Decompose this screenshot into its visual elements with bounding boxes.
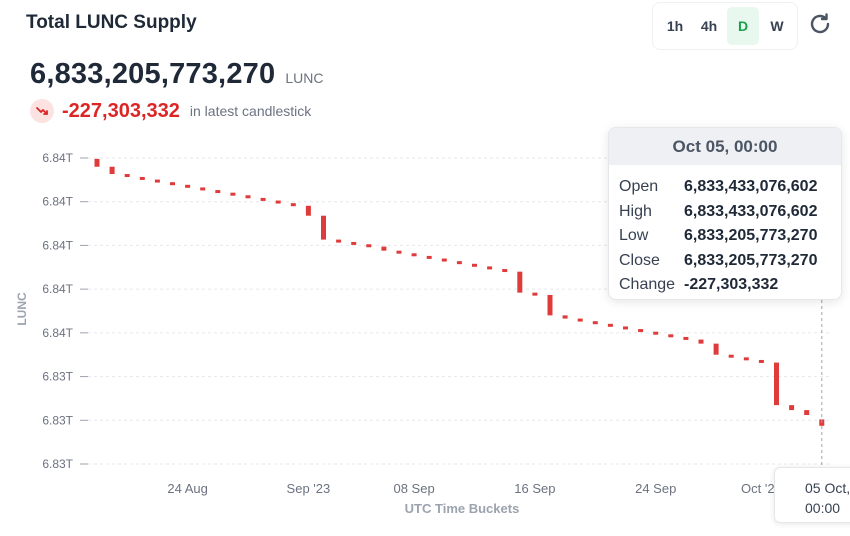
tooltip-row-low: Low 6,833,205,773,270 [619,224,841,249]
candle[interactable] [472,263,477,267]
supply-unit: LUNC [285,70,324,86]
candle[interactable] [381,246,387,251]
candle[interactable] [94,158,100,167]
candle[interactable] [411,253,417,257]
candle[interactable] [758,359,764,363]
trend-down-icon [30,99,54,123]
x-axis-label: UTC Time Buckets [405,501,520,516]
latest-change-value: -227,303,332 [62,99,180,122]
candle[interactable] [487,266,493,270]
candle[interactable] [109,166,115,175]
interval-selector: 1h 4h D W [652,2,798,50]
tooltip-row-change: Change -227,303,332 [619,273,841,298]
candle[interactable] [592,321,598,325]
crosshair-date: 05 Oct, [805,480,850,496]
tooltip-row-close: Close 6,833,205,773,270 [619,249,841,274]
y-tick-label: 6.83T [42,457,73,471]
candle[interactable] [154,179,160,183]
chart-title: Total LUNC Supply [26,12,197,33]
candle[interactable] [668,334,674,338]
interval-w-button[interactable]: W [770,18,784,34]
tooltip-value: 6,833,205,773,270 [684,227,818,245]
candle[interactable] [713,343,719,355]
x-tick-label: 24 Aug [167,481,208,496]
tooltip-label: Change [619,276,676,294]
tooltip-row-high: High 6,833,433,076,602 [619,200,841,225]
candle[interactable] [547,294,553,316]
y-tick-label: 6.84T [42,238,73,252]
candle[interactable] [441,258,447,262]
y-tick-label: 6.84T [42,151,73,165]
candle[interactable] [728,354,734,358]
y-tick-label: 6.84T [42,282,73,296]
tooltip-date: Oct 05, 00:00 [609,128,841,165]
x-tick-label: Oct '23 [741,481,782,496]
candle[interactable] [623,326,628,330]
tooltip-value: -227,303,332 [684,276,779,294]
x-tick-label: 24 Sep [635,481,676,496]
interval-4h-button[interactable]: 4h [700,18,718,34]
tooltip-value: 6,833,205,773,270 [684,251,818,269]
candle[interactable] [502,269,508,273]
change-summary: -227,303,332 in latest candlestick [30,99,311,123]
candle[interactable] [456,261,462,265]
total-supply-value: 6,833,205,773,270 [30,58,276,90]
candle[interactable] [245,195,251,199]
candle[interactable] [517,271,523,293]
candle[interactable] [774,362,779,406]
candle[interactable] [200,187,206,191]
y-axis-label: LUNC [15,292,29,326]
candle[interactable] [275,200,281,204]
y-tick-label: 6.84T [42,195,73,209]
y-tick-label: 6.84T [42,326,73,340]
candle[interactable] [638,329,644,333]
candle[interactable] [336,239,342,243]
crosshair-x-label: 05 Oct, 00:00 [774,467,850,523]
candle[interactable] [804,410,810,416]
candle[interactable] [321,215,326,240]
x-tick-label: 08 Sep [393,481,434,496]
y-tick-label: 6.83T [42,413,73,427]
crosshair-time: 00:00 [805,500,841,516]
candle-tooltip: Oct 05, 00:00 Open 6,833,433,076,602 Hig… [608,127,842,300]
interval-d-button[interactable]: D [727,7,759,45]
candle[interactable] [562,315,568,319]
candle[interactable] [215,190,221,194]
candle[interactable] [230,192,236,196]
candle[interactable] [683,336,689,340]
candle[interactable] [426,255,432,259]
tooltip-label: Low [619,227,649,245]
candle[interactable] [351,241,357,245]
tooltip-label: Open [619,178,659,196]
tooltip-row-open: Open 6,833,433,076,602 [619,175,841,200]
candle[interactable] [698,339,704,344]
candle[interactable] [607,323,613,327]
candle[interactable] [653,331,659,335]
candle[interactable] [139,176,145,180]
candle[interactable] [577,318,583,322]
candle[interactable] [789,405,795,411]
tooltip-value: 6,833,433,076,602 [684,178,818,196]
interval-1h-button[interactable]: 1h [666,18,684,34]
x-tick-label: 16 Sep [514,481,555,496]
candle[interactable] [124,174,130,178]
tooltip-value: 6,833,433,076,602 [684,202,818,220]
candle[interactable] [170,182,175,186]
tooltip-label: Close [619,251,660,269]
candle[interactable] [305,205,311,216]
candle[interactable] [290,203,296,207]
candle[interactable] [743,357,749,361]
candle[interactable] [366,244,372,248]
supply-summary: 6,833,205,773,270 LUNC [30,58,323,91]
candle[interactable] [260,197,266,201]
tooltip-label: High [619,202,652,220]
x-tick-label: Sep '23 [287,481,331,496]
candle[interactable] [185,184,191,188]
candle[interactable] [396,250,402,254]
candle[interactable] [532,292,538,296]
y-tick-label: 6.83T [42,370,73,384]
refresh-icon[interactable] [806,10,834,38]
latest-change-note: in latest candlestick [189,103,312,119]
